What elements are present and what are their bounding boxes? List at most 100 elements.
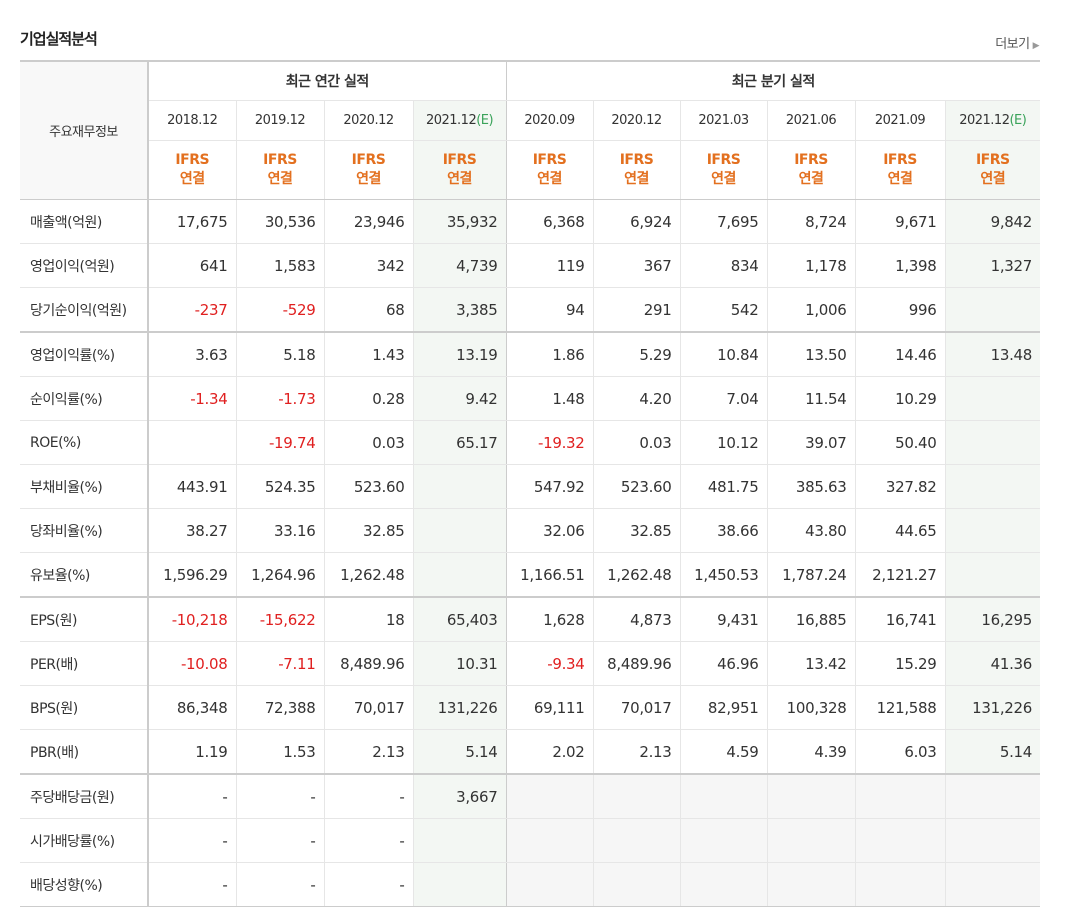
- table-cell: 16,741: [854, 597, 946, 642]
- ifrs-label: IFRS: [706, 152, 741, 168]
- table-row: 부채비율(%) 443.91 524.35 523.60 547.92 523.60 481…: [20, 464, 1041, 509]
- ifrs-label: IFRS: [175, 152, 210, 168]
- table-cell: 5.18: [235, 332, 324, 377]
- table-cell: [592, 862, 681, 907]
- table-cell: 385.63: [766, 464, 856, 509]
- ifrs-header: IFRS 연결: [854, 140, 946, 200]
- table-cell: 4.39: [766, 729, 856, 775]
- table-cell: 524.35: [235, 464, 324, 509]
- table-cell: 32.06: [505, 508, 594, 553]
- annual-header: 최근 연간 실적: [148, 60, 507, 101]
- table-cell: 11.54: [766, 376, 856, 421]
- table-cell: -10,218: [147, 597, 236, 642]
- table-row: PER(배) -10.08 -7.11 8,489.96 10.31 -9.34 8,489…: [20, 641, 1041, 686]
- table-cell: -19.74: [235, 420, 324, 465]
- more-link[interactable]: 더보기 ▶: [995, 33, 1039, 52]
- table-cell: 119: [505, 243, 594, 288]
- table-cell: 6,924: [592, 199, 681, 244]
- table-cell: -529: [235, 287, 324, 333]
- ifrs-header: IFRS 연결: [412, 140, 507, 200]
- row-label: 영업이익(억원): [20, 243, 149, 288]
- table-cell: [412, 508, 507, 553]
- table-cell: 7,695: [679, 199, 768, 244]
- row-label: 유보율(%): [20, 552, 149, 598]
- table-cell: [147, 420, 236, 465]
- section-title: 기업실적분석: [20, 30, 98, 48]
- table-cell: 65,403: [412, 597, 507, 642]
- table-cell: -7.11: [235, 641, 324, 686]
- row-label: EPS(원): [20, 597, 149, 642]
- table-cell: 523.60: [592, 464, 681, 509]
- table-cell: 32.85: [323, 508, 413, 553]
- table-cell: 100,328: [766, 685, 856, 730]
- ifrs-label: IFRS: [532, 152, 567, 168]
- table-cell: 4,873: [592, 597, 681, 642]
- ifrs-header: IFRS 연결: [592, 140, 681, 200]
- table-cell: [944, 774, 1041, 819]
- table-cell: 23,946: [323, 199, 413, 244]
- ifrs-label: IFRS: [442, 152, 477, 168]
- table-cell: 342: [323, 243, 413, 288]
- consolidated-label: 연결: [267, 171, 293, 187]
- table-cell: 65.17: [412, 420, 507, 465]
- table-cell: 10.84: [679, 332, 768, 377]
- table-cell: -: [235, 774, 324, 819]
- table-cell: [944, 818, 1041, 863]
- consolidated-label: 연결: [711, 171, 736, 187]
- table-cell: -: [323, 774, 413, 819]
- table-cell: [412, 862, 507, 907]
- table-cell: 1.53: [235, 729, 324, 775]
- table-cell: [944, 508, 1041, 553]
- table-cell: 18: [323, 597, 413, 642]
- table-cell: 2.02: [505, 729, 594, 775]
- table-cell: [505, 862, 594, 907]
- table-cell: 5.14: [944, 729, 1041, 775]
- table-cell: 367: [592, 243, 681, 288]
- table-cell: 1,450.53: [679, 552, 768, 598]
- table-cell: 94: [505, 287, 594, 333]
- ifrs-header: IFRS 연결: [766, 140, 856, 200]
- table-cell: -1.73: [235, 376, 324, 421]
- table-cell: [944, 464, 1041, 509]
- table-cell: [679, 862, 768, 907]
- row-label: BPS(원): [20, 685, 149, 730]
- quarter-header: 최근 분기 실적: [506, 60, 1041, 101]
- consolidated-label: 연결: [447, 171, 472, 187]
- period-label: 2020.12: [611, 113, 662, 128]
- table-cell: 1,583: [235, 243, 324, 288]
- table-cell: 70,017: [592, 685, 681, 730]
- table-cell: 70,017: [323, 685, 413, 730]
- table-cell: [679, 818, 768, 863]
- table-row: PBR(배) 1.19 1.53 2.13 5.14 2.02 2.13 4.59 4.39 6.…: [20, 729, 1041, 775]
- table-cell: 1,006: [766, 287, 856, 333]
- table-cell: 1,628: [505, 597, 594, 642]
- table-cell: -: [235, 862, 324, 907]
- period-label: 2021.09: [874, 113, 926, 128]
- table-cell: 16,885: [766, 597, 856, 642]
- table-cell: -19.32: [505, 420, 594, 465]
- period-label: 2019.12: [254, 113, 306, 128]
- period-header: 2020.09: [505, 100, 594, 141]
- table-cell: 2.13: [323, 729, 413, 775]
- table-cell: -: [147, 818, 236, 863]
- consolidated-label: 연결: [624, 171, 649, 187]
- ifrs-header: IFRS 연결: [235, 140, 324, 200]
- table-cell: 1,787.24: [766, 552, 856, 598]
- table-cell: 1.19: [147, 729, 236, 775]
- table-row: EPS(원) -10,218 -15,622 18 65,403 1,628 4,873 9,…: [20, 597, 1041, 642]
- table-cell: 16,295: [944, 597, 1041, 642]
- table-cell: 1,327: [944, 243, 1041, 288]
- period-label: 2021.06: [785, 113, 837, 128]
- table-cell: 14.46: [854, 332, 946, 377]
- period-header: 2019.12: [235, 100, 324, 141]
- period-header: 2021.09: [854, 100, 946, 141]
- table-cell: [766, 774, 856, 819]
- table-row: 주당배당금(원) - - -3,667: [20, 774, 1041, 819]
- table-cell: 39.07: [766, 420, 856, 465]
- table-cell: 68: [323, 287, 413, 333]
- consolidated-label: 연결: [179, 171, 205, 187]
- row-label: 순이익률(%): [20, 376, 149, 421]
- period-label: 2021.03: [698, 113, 749, 128]
- table-cell: [854, 818, 946, 863]
- table-cell: 131,226: [944, 685, 1041, 730]
